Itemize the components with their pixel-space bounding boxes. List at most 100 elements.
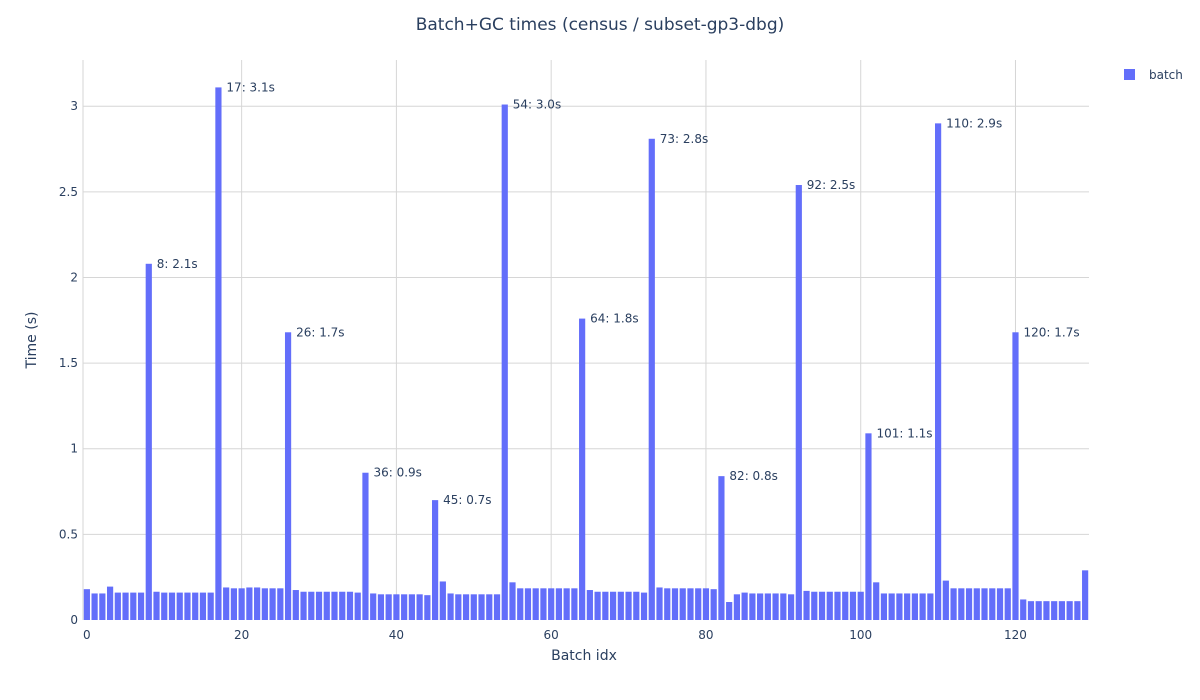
bar[interactable]: [695, 588, 702, 620]
bar[interactable]: [517, 588, 524, 620]
bar[interactable]: [354, 592, 361, 620]
bar[interactable]: [524, 588, 532, 620]
bar[interactable]: [586, 590, 593, 620]
bar[interactable]: [486, 594, 493, 620]
bar[interactable]: [996, 588, 1004, 620]
bar[interactable]: [207, 592, 214, 620]
bar[interactable]: [571, 588, 578, 620]
bar[interactable]: [261, 588, 268, 620]
bar[interactable]: [447, 593, 454, 620]
bar[interactable]: [215, 87, 222, 620]
bar[interactable]: [393, 594, 400, 620]
bar[interactable]: [625, 591, 632, 620]
bar[interactable]: [702, 588, 710, 620]
bar[interactable]: [424, 595, 431, 620]
bar[interactable]: [857, 591, 864, 620]
bar[interactable]: [1082, 570, 1089, 620]
bar[interactable]: [726, 602, 733, 620]
bar[interactable]: [989, 588, 996, 620]
bar[interactable]: [896, 593, 903, 620]
bar[interactable]: [246, 587, 253, 620]
bar[interactable]: [927, 593, 934, 620]
bar[interactable]: [377, 594, 385, 620]
bar[interactable]: [664, 588, 671, 620]
bar[interactable]: [223, 587, 230, 620]
bar[interactable]: [965, 588, 973, 620]
bar[interactable]: [532, 588, 539, 620]
bar[interactable]: [331, 591, 338, 620]
bar[interactable]: [826, 591, 833, 620]
bar[interactable]: [609, 591, 617, 620]
bar[interactable]: [1035, 601, 1042, 620]
bar[interactable]: [1043, 601, 1050, 620]
bar[interactable]: [935, 123, 942, 620]
bar[interactable]: [470, 594, 477, 620]
bar[interactable]: [1074, 601, 1081, 620]
bar[interactable]: [733, 594, 740, 620]
bar[interactable]: [300, 591, 307, 620]
bar[interactable]: [292, 590, 299, 620]
bar[interactable]: [153, 591, 160, 620]
bar[interactable]: [749, 593, 756, 620]
bar[interactable]: [323, 591, 330, 620]
bar[interactable]: [865, 433, 872, 620]
bar[interactable]: [1012, 332, 1019, 620]
bar[interactable]: [408, 594, 415, 620]
bar[interactable]: [687, 588, 694, 620]
bar[interactable]: [648, 138, 655, 620]
bar[interactable]: [633, 591, 640, 620]
bar[interactable]: [950, 588, 957, 620]
bar[interactable]: [1004, 588, 1011, 620]
bar[interactable]: [478, 594, 485, 620]
bar[interactable]: [230, 588, 237, 620]
bar[interactable]: [555, 588, 563, 620]
bar[interactable]: [99, 593, 106, 620]
bar[interactable]: [192, 592, 199, 620]
bar[interactable]: [462, 594, 470, 620]
bar[interactable]: [640, 592, 648, 620]
bar[interactable]: [718, 476, 725, 620]
bar[interactable]: [602, 591, 609, 620]
bar[interactable]: [130, 592, 137, 620]
bar[interactable]: [254, 587, 261, 620]
bar[interactable]: [563, 588, 570, 620]
bar[interactable]: [308, 591, 315, 620]
bar[interactable]: [184, 592, 191, 620]
bar[interactable]: [416, 594, 423, 620]
bar[interactable]: [238, 588, 245, 620]
bar[interactable]: [493, 594, 501, 620]
bar[interactable]: [757, 593, 764, 620]
bar[interactable]: [818, 591, 826, 620]
bar[interactable]: [795, 185, 802, 620]
bar[interactable]: [919, 593, 926, 620]
bar[interactable]: [710, 589, 717, 620]
bar[interactable]: [455, 594, 462, 620]
bar[interactable]: [199, 592, 207, 620]
bar[interactable]: [83, 589, 90, 620]
bar[interactable]: [811, 591, 818, 620]
bar[interactable]: [432, 500, 439, 620]
bar[interactable]: [849, 591, 857, 620]
bar[interactable]: [122, 592, 129, 620]
bar[interactable]: [780, 593, 787, 620]
bar[interactable]: [656, 587, 663, 620]
bar[interactable]: [401, 594, 408, 620]
bar[interactable]: [370, 593, 377, 620]
bar[interactable]: [888, 593, 895, 620]
bar[interactable]: [772, 593, 779, 620]
bar[interactable]: [1027, 601, 1035, 620]
bar[interactable]: [594, 591, 601, 620]
bar[interactable]: [501, 104, 508, 620]
legend[interactable]: batch: [1124, 68, 1183, 82]
bar[interactable]: [362, 472, 369, 620]
bar[interactable]: [284, 332, 292, 620]
bar[interactable]: [339, 591, 346, 620]
bar[interactable]: [741, 592, 748, 620]
bar[interactable]: [168, 592, 176, 620]
bar[interactable]: [145, 263, 152, 620]
bar[interactable]: [106, 586, 114, 620]
bar[interactable]: [346, 591, 354, 620]
bar[interactable]: [942, 580, 949, 620]
bar[interactable]: [842, 591, 849, 620]
bar[interactable]: [114, 592, 121, 620]
